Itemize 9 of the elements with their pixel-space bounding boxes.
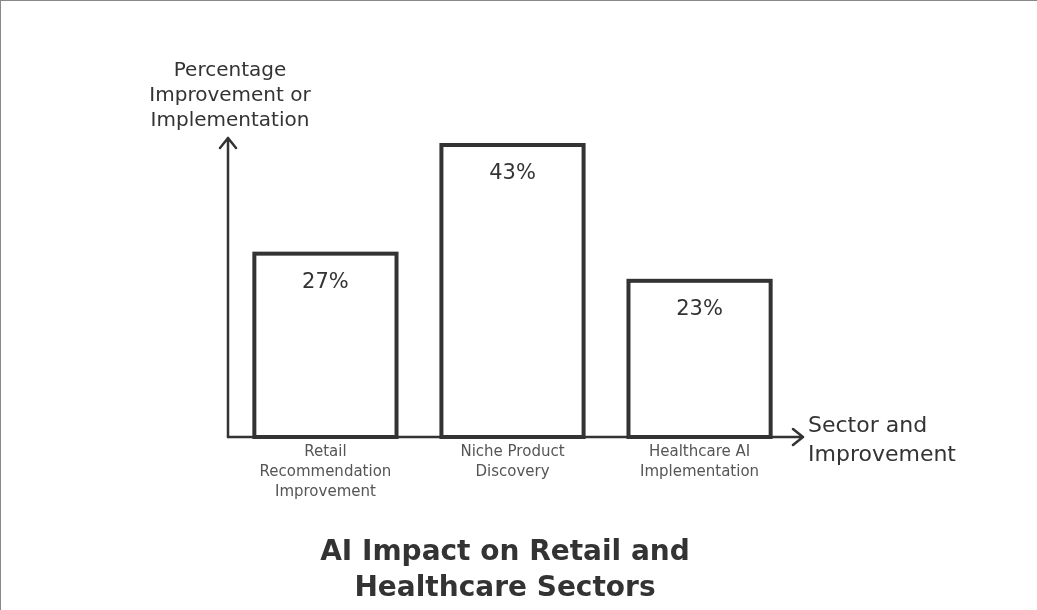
- x-tick-label: Niche Product Discovery: [460, 442, 565, 480]
- data-label: 27%: [302, 268, 349, 293]
- y-axis-title: Percentage Improvement or Implementation: [149, 57, 312, 131]
- x-axis-title: Sector and Improvement: [808, 412, 957, 466]
- x-tick-label: Retail Recommendation Improvement: [259, 442, 392, 500]
- data-label: 23%: [676, 295, 723, 320]
- x-tick-label: Healthcare AI Implementation: [640, 442, 760, 480]
- data-label: 43%: [489, 160, 536, 184]
- text: AI Impact on Retail and Healthcare Sectors: [320, 534, 690, 603]
